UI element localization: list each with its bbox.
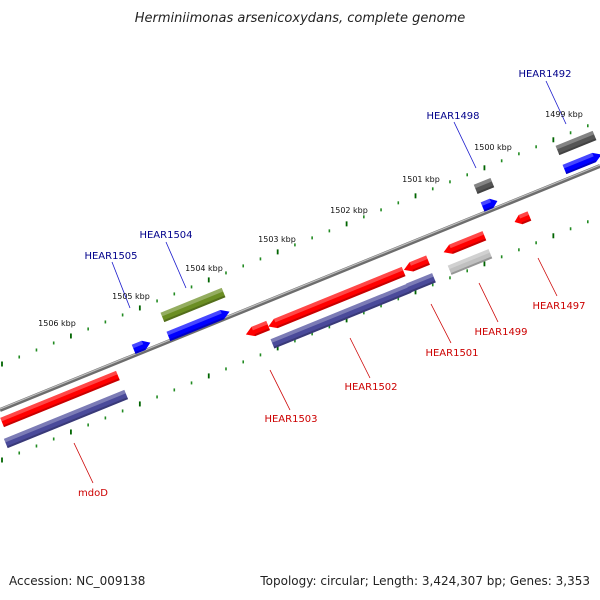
kbp-label-1504: 1504 kbp <box>185 264 223 273</box>
inner-ruler <box>1 220 589 463</box>
leader-line-HEAR1502 <box>349 337 371 379</box>
gene-label-HEAR1503[interactable]: HEAR1503 <box>264 414 317 425</box>
gene-label-HEAR1497[interactable]: HEAR1497 <box>532 301 585 312</box>
feature-HEAR1503[interactable] <box>244 320 270 339</box>
leader-line-mdoD <box>73 442 94 484</box>
feature-HEAR1501-gene[interactable] <box>402 255 430 274</box>
leader-line-HEAR1505 <box>111 261 131 309</box>
gene-label-HEAR1502[interactable]: HEAR1502 <box>344 382 397 393</box>
kbp-label-1505: 1505 kbp <box>112 292 150 301</box>
feature-HEAR1492-gene[interactable] <box>555 130 597 156</box>
feature-HEAR1498-cds[interactable] <box>480 196 500 212</box>
gene-label-HEAR1499[interactable]: HEAR1499 <box>474 327 527 338</box>
map-title: Herminiimonas arsenicoxydans, complete g… <box>135 11 465 26</box>
leader-line-HEAR1492 <box>545 80 567 125</box>
feature-HEAR1502-cds[interactable] <box>270 283 412 349</box>
accession-text: Accession: NC_009138 <box>9 574 146 588</box>
feature-HEAR1499-gene[interactable] <box>442 231 487 257</box>
outer-ruler <box>1 124 589 367</box>
feature-HEAR1499-cds[interactable] <box>447 249 493 275</box>
feature-mdoD-gene[interactable] <box>0 370 120 428</box>
kbp-label-1499: 1499 kbp <box>545 110 583 119</box>
kbp-label-1503: 1503 kbp <box>258 235 296 244</box>
kbp-label-1500: 1500 kbp <box>474 143 512 152</box>
genome-backbone-highlight <box>0 164 600 410</box>
gene-label-HEAR1492[interactable]: HEAR1492 <box>518 69 571 80</box>
kbp-labels: 1506 kbp 1505 kbp 1504 kbp 1503 kbp 1502… <box>38 110 583 328</box>
leader-line-HEAR1504 <box>165 241 187 289</box>
gene-label-mdoD[interactable]: mdoD <box>78 488 108 499</box>
kbp-label-1501: 1501 kbp <box>402 175 440 184</box>
kbp-label-1506: 1506 kbp <box>38 319 76 328</box>
feature-mdoD-cds[interactable] <box>3 389 129 449</box>
feature-HEAR1497[interactable] <box>513 211 532 226</box>
leader-line-HEAR1497 <box>537 257 558 297</box>
genome-summary-text: Topology: circular; Length: 3,424,307 bp… <box>260 574 590 588</box>
kbp-label-1502: 1502 kbp <box>330 206 368 215</box>
gene-labels: HEAR1505 HEAR1504 HEAR1498 HEAR1492 mdoD… <box>73 69 586 499</box>
leader-line-HEAR1499 <box>478 282 499 323</box>
leader-line-HEAR1501 <box>430 303 452 344</box>
gene-label-HEAR1504[interactable]: HEAR1504 <box>139 230 192 241</box>
feature-HEAR1492-cds[interactable] <box>562 150 600 175</box>
feature-HEAR1504-cds[interactable] <box>166 307 232 342</box>
genome-backbone <box>0 164 600 412</box>
gene-features <box>0 130 600 449</box>
feature-HEAR1501-cds[interactable] <box>406 273 436 293</box>
feature-HEAR1505[interactable] <box>131 338 152 355</box>
leader-line-HEAR1503 <box>269 369 291 411</box>
leader-line-HEAR1498 <box>453 121 477 169</box>
feature-HEAR1504-gene[interactable] <box>160 287 226 323</box>
gene-label-HEAR1501[interactable]: HEAR1501 <box>425 348 478 359</box>
gene-label-HEAR1505[interactable]: HEAR1505 <box>84 251 137 262</box>
gene-label-HEAR1498[interactable]: HEAR1498 <box>426 111 479 122</box>
feature-HEAR1498-gene[interactable] <box>473 177 495 195</box>
feature-HEAR1502-gene[interactable] <box>266 266 406 331</box>
